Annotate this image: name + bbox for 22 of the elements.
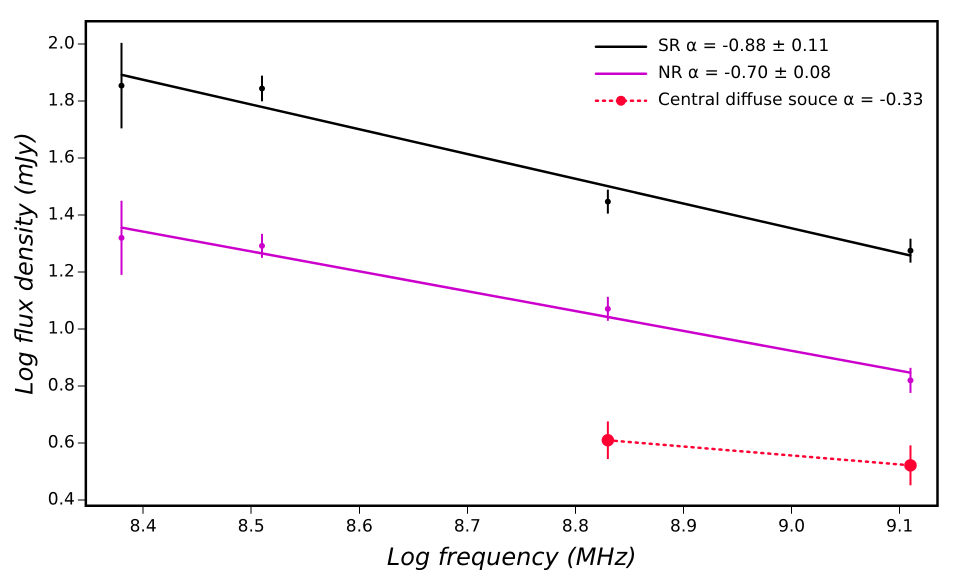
legend-label: SR α = -0.88 ± 0.11 (658, 36, 830, 56)
legend-label: Central diffuse souce α = -0.33 (658, 90, 924, 110)
y-tick-label: 1.4 (48, 204, 75, 224)
x-tick-label: 8.5 (238, 516, 265, 536)
x-tick-label: 8.7 (454, 516, 481, 536)
y-tick-label: 0.4 (48, 490, 75, 510)
y-tick-label: 1.6 (48, 147, 75, 168)
x-tick-label: 8.8 (562, 516, 589, 536)
y-tick-label: 1.0 (48, 318, 75, 338)
y-tick-label: 1.2 (48, 261, 75, 282)
y-tick-label: 0.6 (48, 432, 75, 453)
y-tick-label: 2.0 (48, 33, 75, 54)
x-axis-title: Log frequency (MHz) (386, 542, 636, 571)
y-axis-title: Log flux density (mJy) (10, 132, 39, 395)
x-tick-label: 8.4 (130, 516, 157, 536)
x-tick-label: 8.9 (670, 516, 698, 536)
x-tick-label: 9.1 (886, 516, 914, 536)
x-tick-label: 8.6 (346, 516, 373, 536)
y-tick-label: 0.8 (48, 375, 75, 396)
x-tick-label: 9.0 (778, 516, 806, 536)
y-tick-label: 1.8 (48, 90, 75, 110)
legend-label: NR α = -0.70 ± 0.08 (658, 63, 832, 84)
